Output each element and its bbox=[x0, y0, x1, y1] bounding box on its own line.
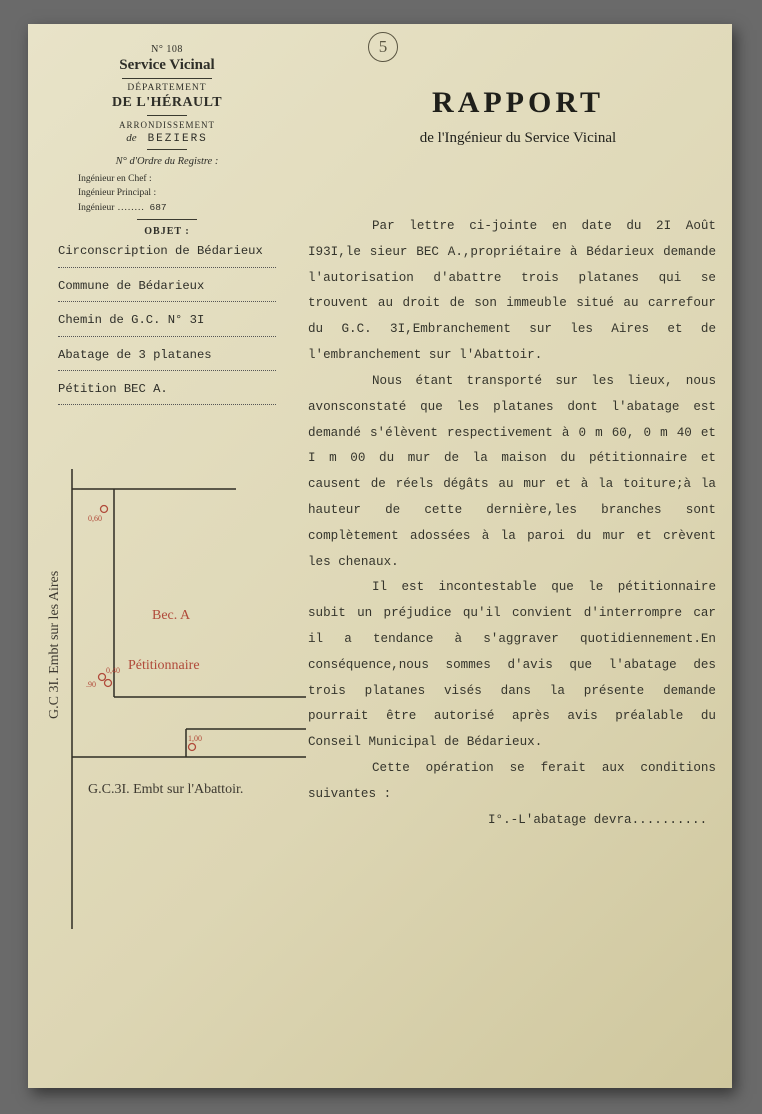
paragraph: I°.-L'abatage devra.......... bbox=[308, 808, 716, 834]
separator bbox=[147, 115, 187, 116]
road-label-vertical: G.C 3I. Embt sur les Aires bbox=[47, 571, 62, 719]
arrondissement-label: ARRONDISSEMENT bbox=[52, 120, 282, 130]
objet-line: Commune de Bédarieux bbox=[58, 279, 204, 293]
road-label-horizontal: G.C.3I. Embt sur l'Abattoir. bbox=[88, 782, 243, 797]
tree-distance: 1,00 bbox=[188, 734, 202, 743]
separator bbox=[122, 78, 212, 79]
page-number: 5 bbox=[379, 37, 388, 57]
petitioner-name: Bec. A bbox=[152, 608, 191, 623]
objet-line: Pétition BEC A. bbox=[58, 382, 168, 396]
reg-engineer-no: 687 bbox=[150, 202, 167, 213]
tree-distance: 0,60 bbox=[88, 514, 102, 523]
petitioner-role: Pétitionnaire bbox=[128, 658, 200, 673]
reg-chief: Ingénieur en Chef : bbox=[78, 173, 282, 187]
document-paper: 5 N° 108 Service Vicinal DÉPARTEMENT DE … bbox=[28, 24, 732, 1088]
report-body: Par lettre ci-jointe en date du 2I Août … bbox=[308, 214, 716, 834]
objet-line: Circonscription de Bédarieux bbox=[58, 244, 263, 258]
sketch-map: 0,60 0,40 .90 1,00 G.C 3I. Embt sur les … bbox=[36, 469, 306, 929]
objet-line: Chemin de G.C. N° 3I bbox=[58, 313, 204, 327]
letterhead: N° 108 Service Vicinal DÉPARTEMENT DE L'… bbox=[52, 44, 282, 411]
objet-line: Abatage de 3 platanes bbox=[58, 348, 212, 362]
objet-label: OBJET : bbox=[52, 226, 282, 237]
paragraph: Cette opération se ferait aux conditions… bbox=[308, 756, 716, 808]
department-name: DE L'HÉRAULT bbox=[52, 95, 282, 111]
reg-engineer-label: Ingénieur bbox=[78, 203, 145, 213]
title-block: RAPPORT de l'Ingénieur du Service Vicina… bbox=[328, 86, 708, 147]
paragraph: Par lettre ci-jointe en date du 2I Août … bbox=[308, 214, 716, 369]
tree-distance: 0,40 bbox=[106, 666, 120, 675]
report-subtitle: de l'Ingénieur du Service Vicinal bbox=[328, 130, 708, 147]
form-number: N° 108 bbox=[52, 44, 282, 55]
separator bbox=[147, 149, 187, 150]
objet-body: Circonscription de Bédarieux Commune de … bbox=[52, 237, 282, 405]
service-name: Service Vicinal bbox=[52, 57, 282, 74]
register-title: N° d'Ordre du Registre : bbox=[52, 156, 282, 167]
tree-distance: .90 bbox=[86, 680, 96, 689]
paragraph: Nous étant transporté sur les lieux, nou… bbox=[308, 369, 716, 576]
separator bbox=[137, 219, 197, 220]
report-title: RAPPORT bbox=[328, 86, 708, 120]
arr-prefix: de bbox=[126, 132, 136, 144]
department-label: DÉPARTEMENT bbox=[52, 83, 282, 93]
reg-principal: Ingénieur Principal : bbox=[78, 187, 282, 201]
arr-value: BEZIERS bbox=[148, 133, 208, 145]
page-number-circle: 5 bbox=[368, 32, 398, 62]
paragraph: Il est incontestable que le pétitionnair… bbox=[308, 575, 716, 756]
